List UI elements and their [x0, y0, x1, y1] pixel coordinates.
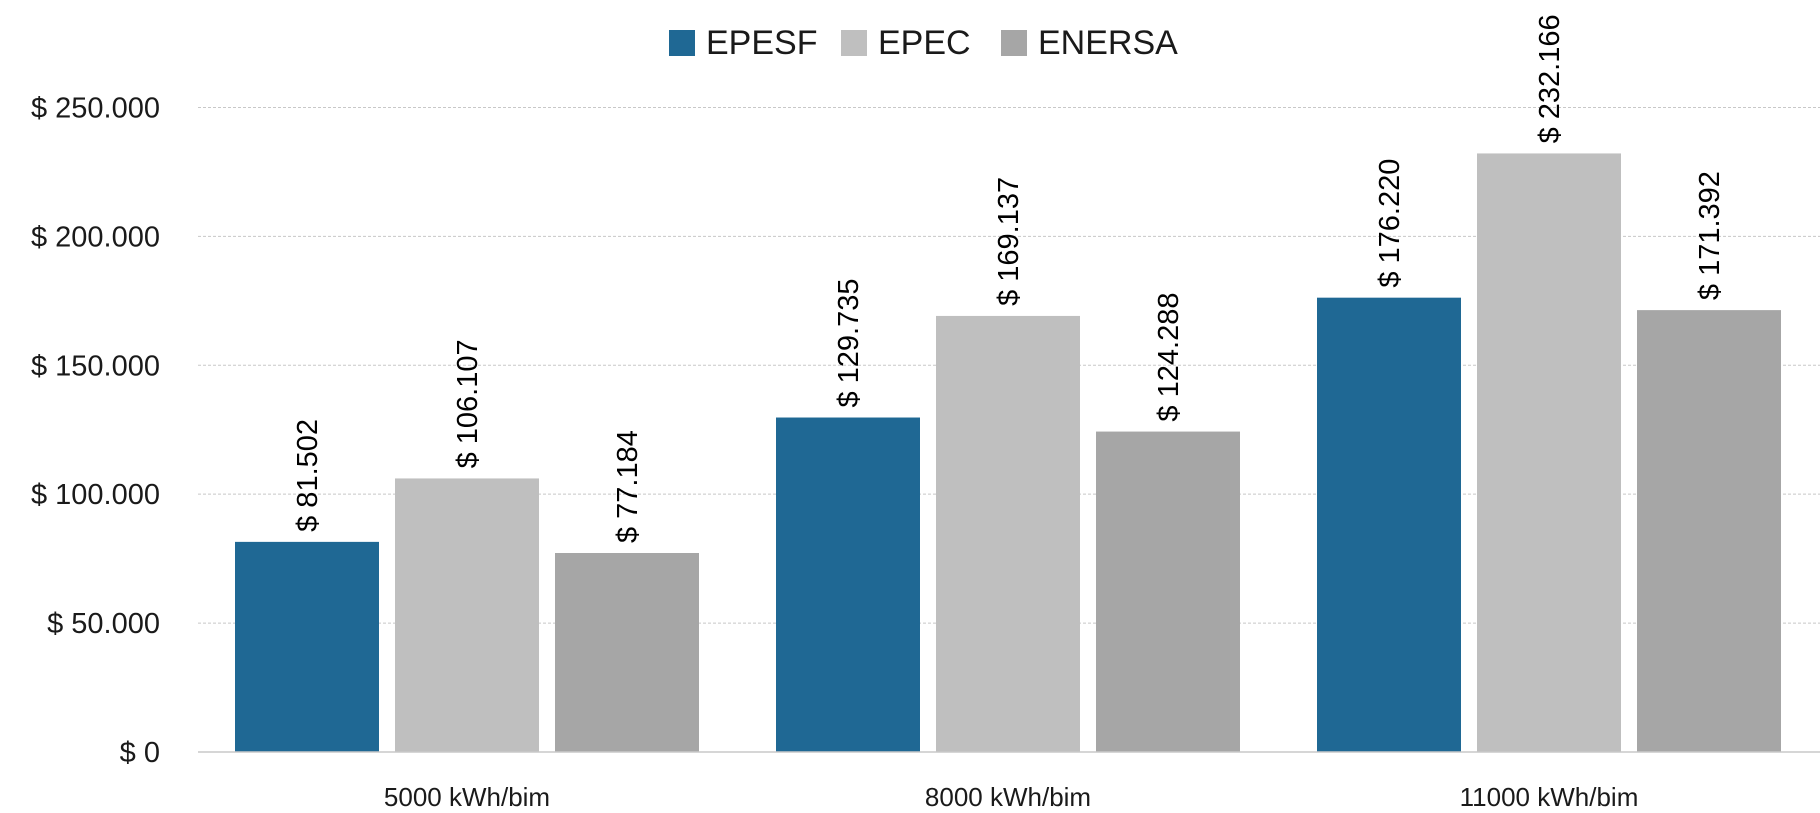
legend-item-enersa: ENERSA: [1001, 24, 1178, 62]
x-category-label: 11000 kWh/bim: [1460, 782, 1639, 812]
x-axis: 5000 kWh/bim 8000 kWh/bim 11000 kWh/bim: [198, 751, 1820, 812]
legend-item-epec: EPEC: [841, 24, 971, 62]
data-label: $ 176.220: [1374, 159, 1406, 288]
y-tick-label: $ 250.000: [31, 92, 160, 124]
y-tick-label: $ 150.000: [31, 350, 160, 382]
data-label: $ 106.107: [452, 339, 484, 468]
bar-epesf: [776, 417, 920, 752]
bar-epec: [395, 478, 539, 752]
data-labels: $ 81.502 $ 106.107 $ 77.184 $ 129.735 $ 169.…: [292, 14, 1726, 543]
y-tick-label: $ 50.000: [47, 608, 160, 640]
legend-label: EPEC: [878, 24, 971, 62]
bar-epesf: [1317, 297, 1461, 752]
legend-label: EPESF: [706, 24, 817, 62]
legend-label: ENERSA: [1038, 24, 1178, 62]
x-category-label: 5000 kWh/bim: [384, 782, 550, 812]
data-label: $ 232.166: [1534, 14, 1566, 143]
data-label: $ 124.288: [1153, 293, 1185, 422]
data-label: $ 169.137: [993, 177, 1025, 306]
bar-epec: [936, 315, 1080, 752]
bar-enersa: [1096, 431, 1240, 752]
legend-swatch: [841, 30, 867, 56]
data-label: $ 81.502: [292, 419, 324, 532]
bar-epec: [1477, 153, 1621, 752]
y-tick-label: $ 200.000: [31, 221, 160, 253]
data-label: $ 129.735: [833, 279, 865, 408]
bars: [235, 153, 1781, 752]
data-label: $ 171.392: [1694, 171, 1726, 300]
y-tick-label: $ 100.000: [31, 479, 160, 511]
legend-swatch: [669, 30, 695, 56]
data-label: $ 77.184: [612, 430, 644, 543]
bar-enersa: [555, 553, 699, 752]
legend: EPESF EPEC ENERSA: [669, 24, 1178, 62]
x-category-label: 8000 kWh/bim: [925, 782, 1091, 812]
legend-item-epesf: EPESF: [669, 24, 817, 62]
bar-epesf: [235, 541, 379, 752]
y-tick-label: $ 0: [120, 737, 160, 769]
y-axis: $ 0 $ 50.000 $ 100.000 $ 150.000 $ 200.000 $ …: [31, 92, 160, 769]
bar-enersa: [1637, 310, 1781, 752]
legend-swatch: [1001, 30, 1027, 56]
